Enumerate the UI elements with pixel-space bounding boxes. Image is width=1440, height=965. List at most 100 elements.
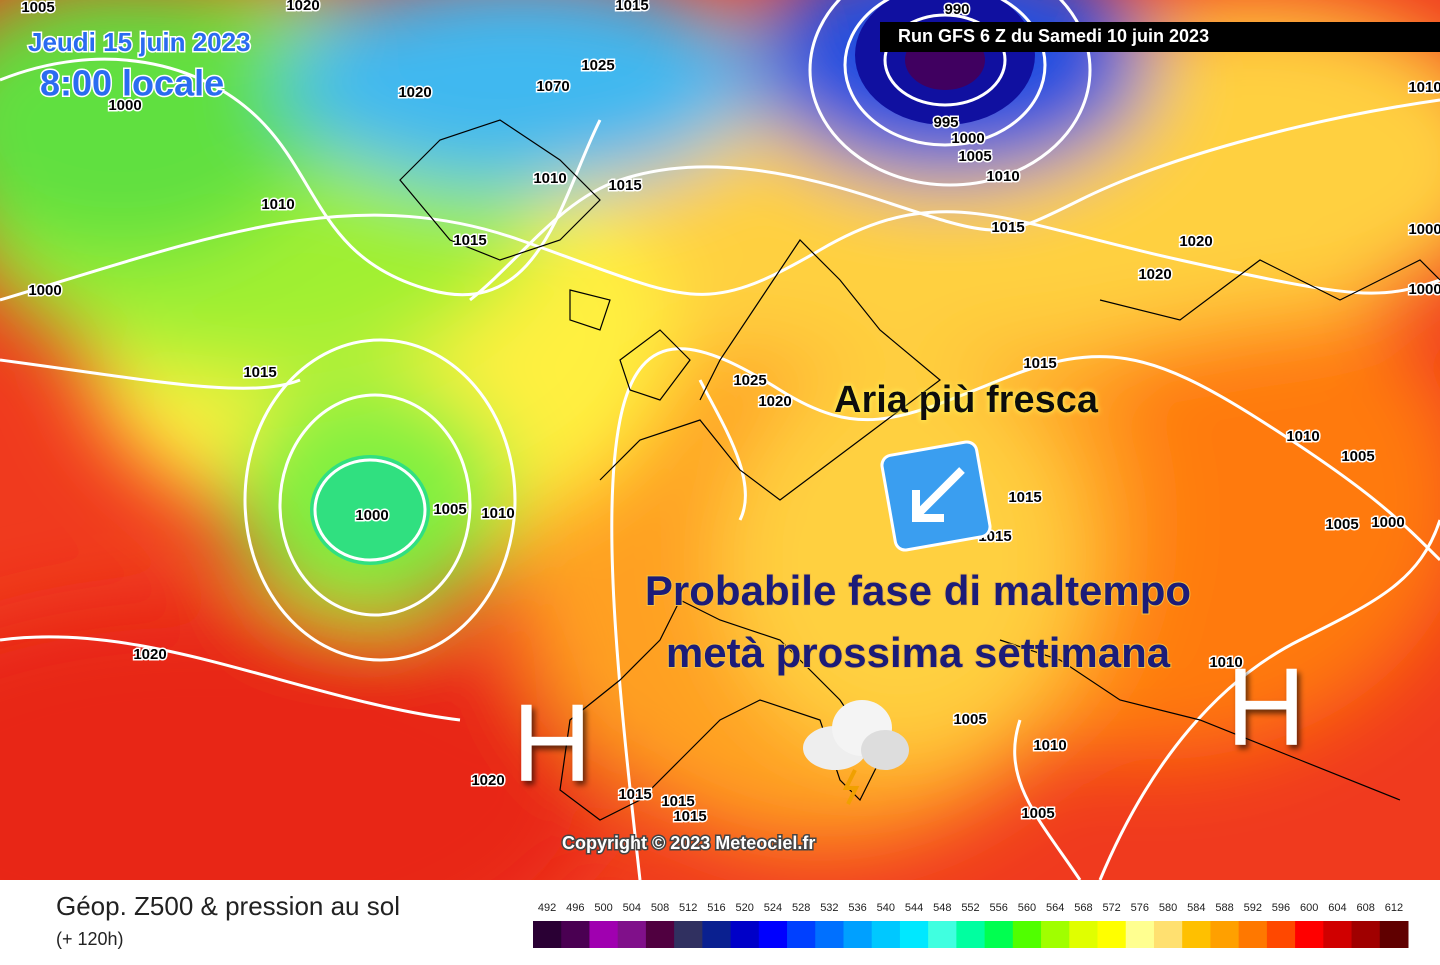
color-scale: 492 496 500 504 508 512 516 520 524 528 532 536 540 5… <box>533 902 1409 948</box>
forecast-time: 8:00 locale <box>40 63 224 104</box>
isobar-label: 1025 <box>733 372 766 389</box>
scale-label: 592 <box>1244 902 1262 914</box>
scale-swatch <box>1210 921 1240 948</box>
isobar-label: 1010 <box>1286 428 1319 445</box>
scale-swatch <box>589 921 619 948</box>
coastlines <box>399 119 1440 821</box>
scale-swatch <box>1097 921 1127 948</box>
scale-swatch <box>1238 921 1268 948</box>
isobar-label: 1005 <box>958 148 991 165</box>
isobar-label: 1015 <box>991 219 1024 236</box>
scale-swatch <box>843 921 873 948</box>
scale-swatch <box>1351 921 1381 948</box>
scale-swatch <box>702 921 732 948</box>
isobar-label: 1015 <box>1008 489 1041 506</box>
scale-label: 532 <box>820 902 838 914</box>
arrow-glyph <box>912 467 965 522</box>
scale-swatch <box>1323 921 1353 948</box>
isobar-label: 1015 <box>618 786 651 803</box>
scale-label: 524 <box>764 902 782 914</box>
scale-swatch <box>787 921 816 948</box>
scale-swatch <box>1153 921 1183 948</box>
scale-swatch <box>815 921 844 948</box>
isobar-label: 1000 <box>355 507 388 524</box>
storm-icon <box>803 700 909 805</box>
scale-label: 528 <box>792 902 810 914</box>
isobar-label: 1015 <box>673 808 706 825</box>
isobar-label: 1000 <box>108 97 141 114</box>
scale-swatch <box>1041 921 1070 948</box>
scale-swatch <box>617 921 647 948</box>
scale-label: 580 <box>1159 902 1177 914</box>
isobar-label: 1015 <box>661 793 694 810</box>
isobar-label: 1005 <box>433 501 466 518</box>
forecast-annotation-2: metà prossima settimana <box>666 629 1171 676</box>
copyright: Copyright © 2023 Meteociel.fr <box>562 833 815 853</box>
scale-label: 572 <box>1102 902 1120 914</box>
scale-swatch <box>1012 921 1042 948</box>
scale-label: 504 <box>623 902 641 914</box>
isobar-label: 1005 <box>953 711 986 728</box>
isobar-label: 1010 <box>533 170 566 187</box>
isobar-label: 1015 <box>608 177 641 194</box>
scale-swatch <box>1266 921 1296 948</box>
run-label: Run GFS 6 Z du Samedi 10 juin 2023 <box>898 26 1209 46</box>
scale-label: 584 <box>1187 902 1205 914</box>
scale-label: 508 <box>651 902 669 914</box>
isobar-label: 1010 <box>1209 654 1242 671</box>
isobar-label: 1000 <box>1408 221 1440 238</box>
isobar-label: 1005 <box>1021 805 1054 822</box>
isobar-label: 1005 <box>1341 448 1374 465</box>
scale-label: 512 <box>679 902 697 914</box>
scale-label: 552 <box>961 902 979 914</box>
scale-swatch <box>1295 921 1324 948</box>
run-banner <box>880 22 1440 52</box>
high-pressure-left: H <box>512 682 591 805</box>
scale-swatch <box>1125 921 1155 948</box>
scale-label: 540 <box>877 902 895 914</box>
isobar-label: 1070 <box>536 78 569 95</box>
scale-swatch <box>1069 921 1099 948</box>
cool-air-annotation: Aria più fresca <box>834 379 1099 421</box>
scale-label: 548 <box>933 902 951 914</box>
scale-label: 556 <box>990 902 1008 914</box>
isobar-label: 1020 <box>1138 266 1171 283</box>
scale-swatch <box>1182 921 1211 948</box>
scale-swatch <box>899 921 929 948</box>
isobar-label: 1010 <box>1033 737 1066 754</box>
scale-swatch <box>645 921 675 948</box>
scale-label: 588 <box>1215 902 1233 914</box>
scale-swatch <box>533 921 562 948</box>
scale-swatch <box>871 921 901 948</box>
isobar-label: 1000 <box>1408 281 1440 298</box>
scale-label: 536 <box>848 902 866 914</box>
scale-swatch <box>956 921 986 948</box>
scale-label: 604 <box>1328 902 1346 914</box>
isobar-label: 1000 <box>1371 514 1404 531</box>
isobar-label: 1010 <box>986 168 1019 185</box>
scale-label: 608 <box>1356 902 1374 914</box>
isobar-label: 1015 <box>1023 355 1056 372</box>
scale-label: 600 <box>1300 902 1318 914</box>
forecast-annotation-1: Probabile fase di maltempo <box>645 567 1191 614</box>
scale-label: 576 <box>1131 902 1149 914</box>
scale-label: 564 <box>1046 902 1064 914</box>
scale-label: 496 <box>566 902 584 914</box>
isobar-label: 1005 <box>1325 516 1358 533</box>
scale-label: 516 <box>707 902 725 914</box>
scale-swatch <box>674 921 703 948</box>
scale-swatch <box>1379 921 1409 948</box>
scale-swatch <box>561 921 590 948</box>
scale-swatch <box>984 921 1014 948</box>
isobar-label: 1000 <box>951 130 984 147</box>
scale-label: 612 <box>1385 902 1403 914</box>
isobar-label: 1005 <box>21 0 54 16</box>
isobar-label: 1020 <box>471 772 504 789</box>
isobar-label: 1020 <box>398 84 431 101</box>
isobar-label: 1025 <box>581 57 614 74</box>
isobar-label: 1020 <box>758 393 791 410</box>
isobars <box>0 0 1440 880</box>
